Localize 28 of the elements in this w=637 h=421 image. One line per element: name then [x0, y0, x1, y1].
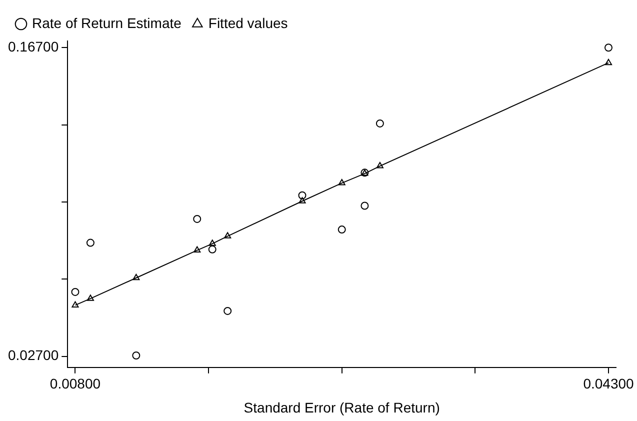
point: [224, 232, 232, 238]
y-tick-label: 0.16700: [8, 38, 59, 54]
x-axis-title: Standard Error (Rate of Return): [244, 399, 440, 416]
point: [71, 288, 80, 296]
point: [376, 162, 384, 168]
point: [604, 58, 612, 66]
point: [208, 240, 216, 246]
y-tick-label: 0.02700: [8, 347, 59, 364]
point: [224, 306, 232, 315]
point: [360, 202, 369, 210]
point: [376, 119, 384, 128]
point: [72, 301, 79, 308]
point: [132, 351, 140, 360]
point: [604, 44, 612, 52]
legend-label: Rate of Return Estimate: [32, 14, 182, 31]
point: [86, 294, 94, 301]
point: [338, 226, 346, 234]
point: [86, 238, 94, 247]
point: [208, 245, 216, 254]
x-tick-label: 0.04300: [583, 376, 634, 392]
x-tick-label: 0.00800: [50, 376, 101, 392]
point: [194, 246, 201, 253]
point: [193, 214, 202, 223]
point: [338, 179, 346, 186]
point: [132, 274, 140, 280]
point: [298, 191, 306, 200]
point: [298, 197, 306, 204]
legend-label: Fitted values: [208, 14, 288, 31]
